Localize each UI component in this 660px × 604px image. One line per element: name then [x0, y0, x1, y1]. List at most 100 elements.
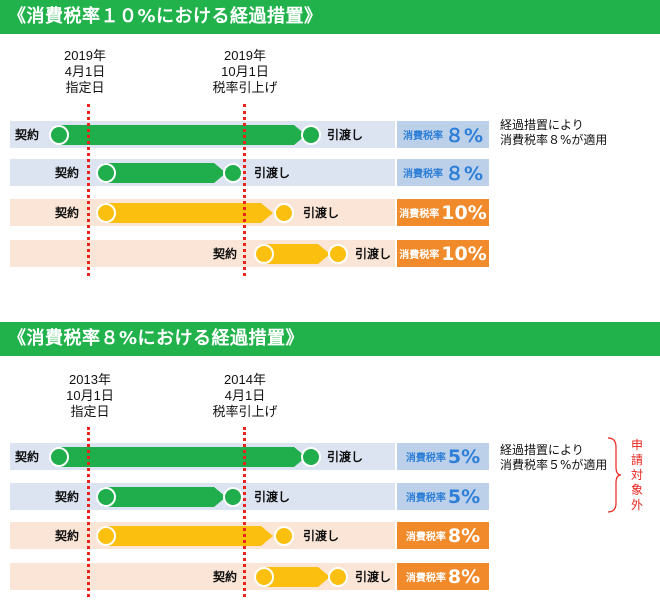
tax-rate-value: 8% [447, 524, 481, 547]
period-bar [103, 163, 214, 183]
vertical-char: 象 [630, 483, 643, 497]
tax-rate-value: 10% [441, 201, 487, 224]
period-bar [103, 526, 261, 546]
vertical-char: 申 [630, 438, 643, 452]
tax-rate-value: 8% [447, 565, 481, 588]
start-dot [96, 163, 116, 183]
not-eligible-note: 申 請 対 象 外 [630, 438, 644, 513]
contract-label: 契約 [55, 206, 80, 220]
delivery-label: 引渡し [303, 529, 340, 543]
rate-increase-line [243, 427, 246, 597]
tax-rate-badge: 消費税率 ８% [397, 159, 489, 186]
contract-label: 契約 [15, 450, 40, 464]
section-2-designation-date: 2013年 10月1日 指定日 [55, 372, 125, 420]
arrow-head-icon [318, 244, 330, 264]
arrow-head-icon [318, 567, 330, 587]
end-dot [223, 487, 243, 507]
vertical-char: 請 [630, 453, 643, 467]
tax-rate-badge: 消費税率 10% [397, 199, 489, 226]
end-dot [301, 125, 321, 145]
start-dot [96, 203, 116, 223]
delivery-label: 引渡し [254, 166, 291, 180]
contract-label: 契約 [55, 166, 80, 180]
tax-rate-badge: 消費税率 5% [397, 443, 489, 470]
brace-icon [607, 437, 622, 513]
end-dot [274, 526, 294, 546]
date-year: 2019年 [64, 48, 106, 63]
vertical-char: 外 [630, 498, 643, 512]
designation-date-line [87, 427, 90, 597]
end-dot [328, 567, 348, 587]
tax-rate-label: 消費税率 [405, 573, 446, 584]
period-bar [103, 203, 261, 223]
tax-rate-value: 5% [447, 485, 481, 508]
transition-note: 経過措置により 消費税率５%が適用 [500, 443, 607, 473]
delivery-label: 引渡し [355, 570, 392, 584]
section-2-title: 《消費税率８%における経過措置》 [0, 322, 660, 356]
section-1-designation-date: 2019年 4月1日 指定日 [50, 48, 120, 96]
vertical-char: 対 [630, 468, 643, 482]
date-year: 2019年 [224, 48, 266, 63]
tax-rate-label: 消費税率 [405, 453, 446, 464]
contract-label: 契約 [15, 128, 40, 142]
tax-rate-value: 5% [447, 445, 481, 468]
delivery-label: 引渡し [327, 128, 364, 142]
tax-rate-badge: 消費税率 10% [397, 240, 489, 267]
date-year: 2014年 [224, 372, 266, 387]
date-year: 2013年 [69, 372, 111, 387]
contract-label: 契約 [55, 529, 80, 543]
note-line: 経過措置により [500, 118, 584, 132]
tax-rate-badge: 消費税率 8% [397, 522, 489, 549]
tax-rate-label: 消費税率 [399, 209, 440, 220]
start-dot [96, 526, 116, 546]
tax-rate-label: 消費税率 [405, 493, 446, 504]
tax-rate-value: 10% [441, 242, 487, 265]
contract-label: 契約 [213, 570, 238, 584]
date-day: 10月1日 [221, 64, 269, 79]
end-dot [274, 203, 294, 223]
tax-rate-badge: 消費税率 ８% [397, 121, 489, 148]
tax-rate-value: ８% [444, 125, 484, 147]
period-bar [58, 447, 294, 467]
start-dot [254, 244, 274, 264]
date-label: 税率引上げ [212, 80, 278, 95]
transition-note: 経過措置により 消費税率８%が適用 [500, 118, 607, 148]
period-bar [58, 125, 294, 145]
date-day: 4月1日 [224, 388, 266, 403]
delivery-label: 引渡し [303, 206, 340, 220]
start-dot [49, 447, 69, 467]
tax-rate-label: 消費税率 [402, 131, 443, 142]
end-dot [328, 244, 348, 264]
date-label: 指定日 [70, 404, 110, 419]
date-label: 指定日 [65, 80, 105, 95]
contract-label: 契約 [55, 490, 80, 504]
date-day: 4月1日 [64, 64, 106, 79]
end-dot [301, 447, 321, 467]
period-bar [262, 244, 318, 264]
section-1-rate-increase-date: 2019年 10月1日 税率引上げ [200, 48, 290, 96]
tax-rate-badge: 消費税率 5% [397, 483, 489, 510]
delivery-label: 引渡し [327, 450, 364, 464]
period-bar [103, 487, 214, 507]
start-dot [49, 125, 69, 145]
tax-rate-value: ８% [444, 163, 484, 185]
end-dot [223, 163, 243, 183]
date-day: 10月1日 [66, 388, 114, 403]
tax-rate-badge: 消費税率 8% [397, 563, 489, 590]
tax-rate-label: 消費税率 [405, 532, 446, 543]
date-label: 税率引上げ [212, 404, 278, 419]
rate-increase-line [243, 104, 246, 276]
start-dot [254, 567, 274, 587]
designation-date-line [87, 104, 90, 276]
period-bar [262, 567, 318, 587]
section-2-rate-increase-date: 2014年 4月1日 税率引上げ [200, 372, 290, 420]
delivery-label: 引渡し [254, 490, 291, 504]
arrow-head-icon [261, 203, 273, 223]
start-dot [96, 487, 116, 507]
note-line: 消費税率８%が適用 [500, 133, 608, 147]
tax-rate-label: 消費税率 [402, 169, 443, 180]
arrow-head-icon [261, 526, 273, 546]
note-line: 経過措置により [500, 443, 584, 457]
delivery-label: 引渡し [355, 247, 392, 261]
note-line: 消費税率５%が適用 [500, 458, 608, 472]
